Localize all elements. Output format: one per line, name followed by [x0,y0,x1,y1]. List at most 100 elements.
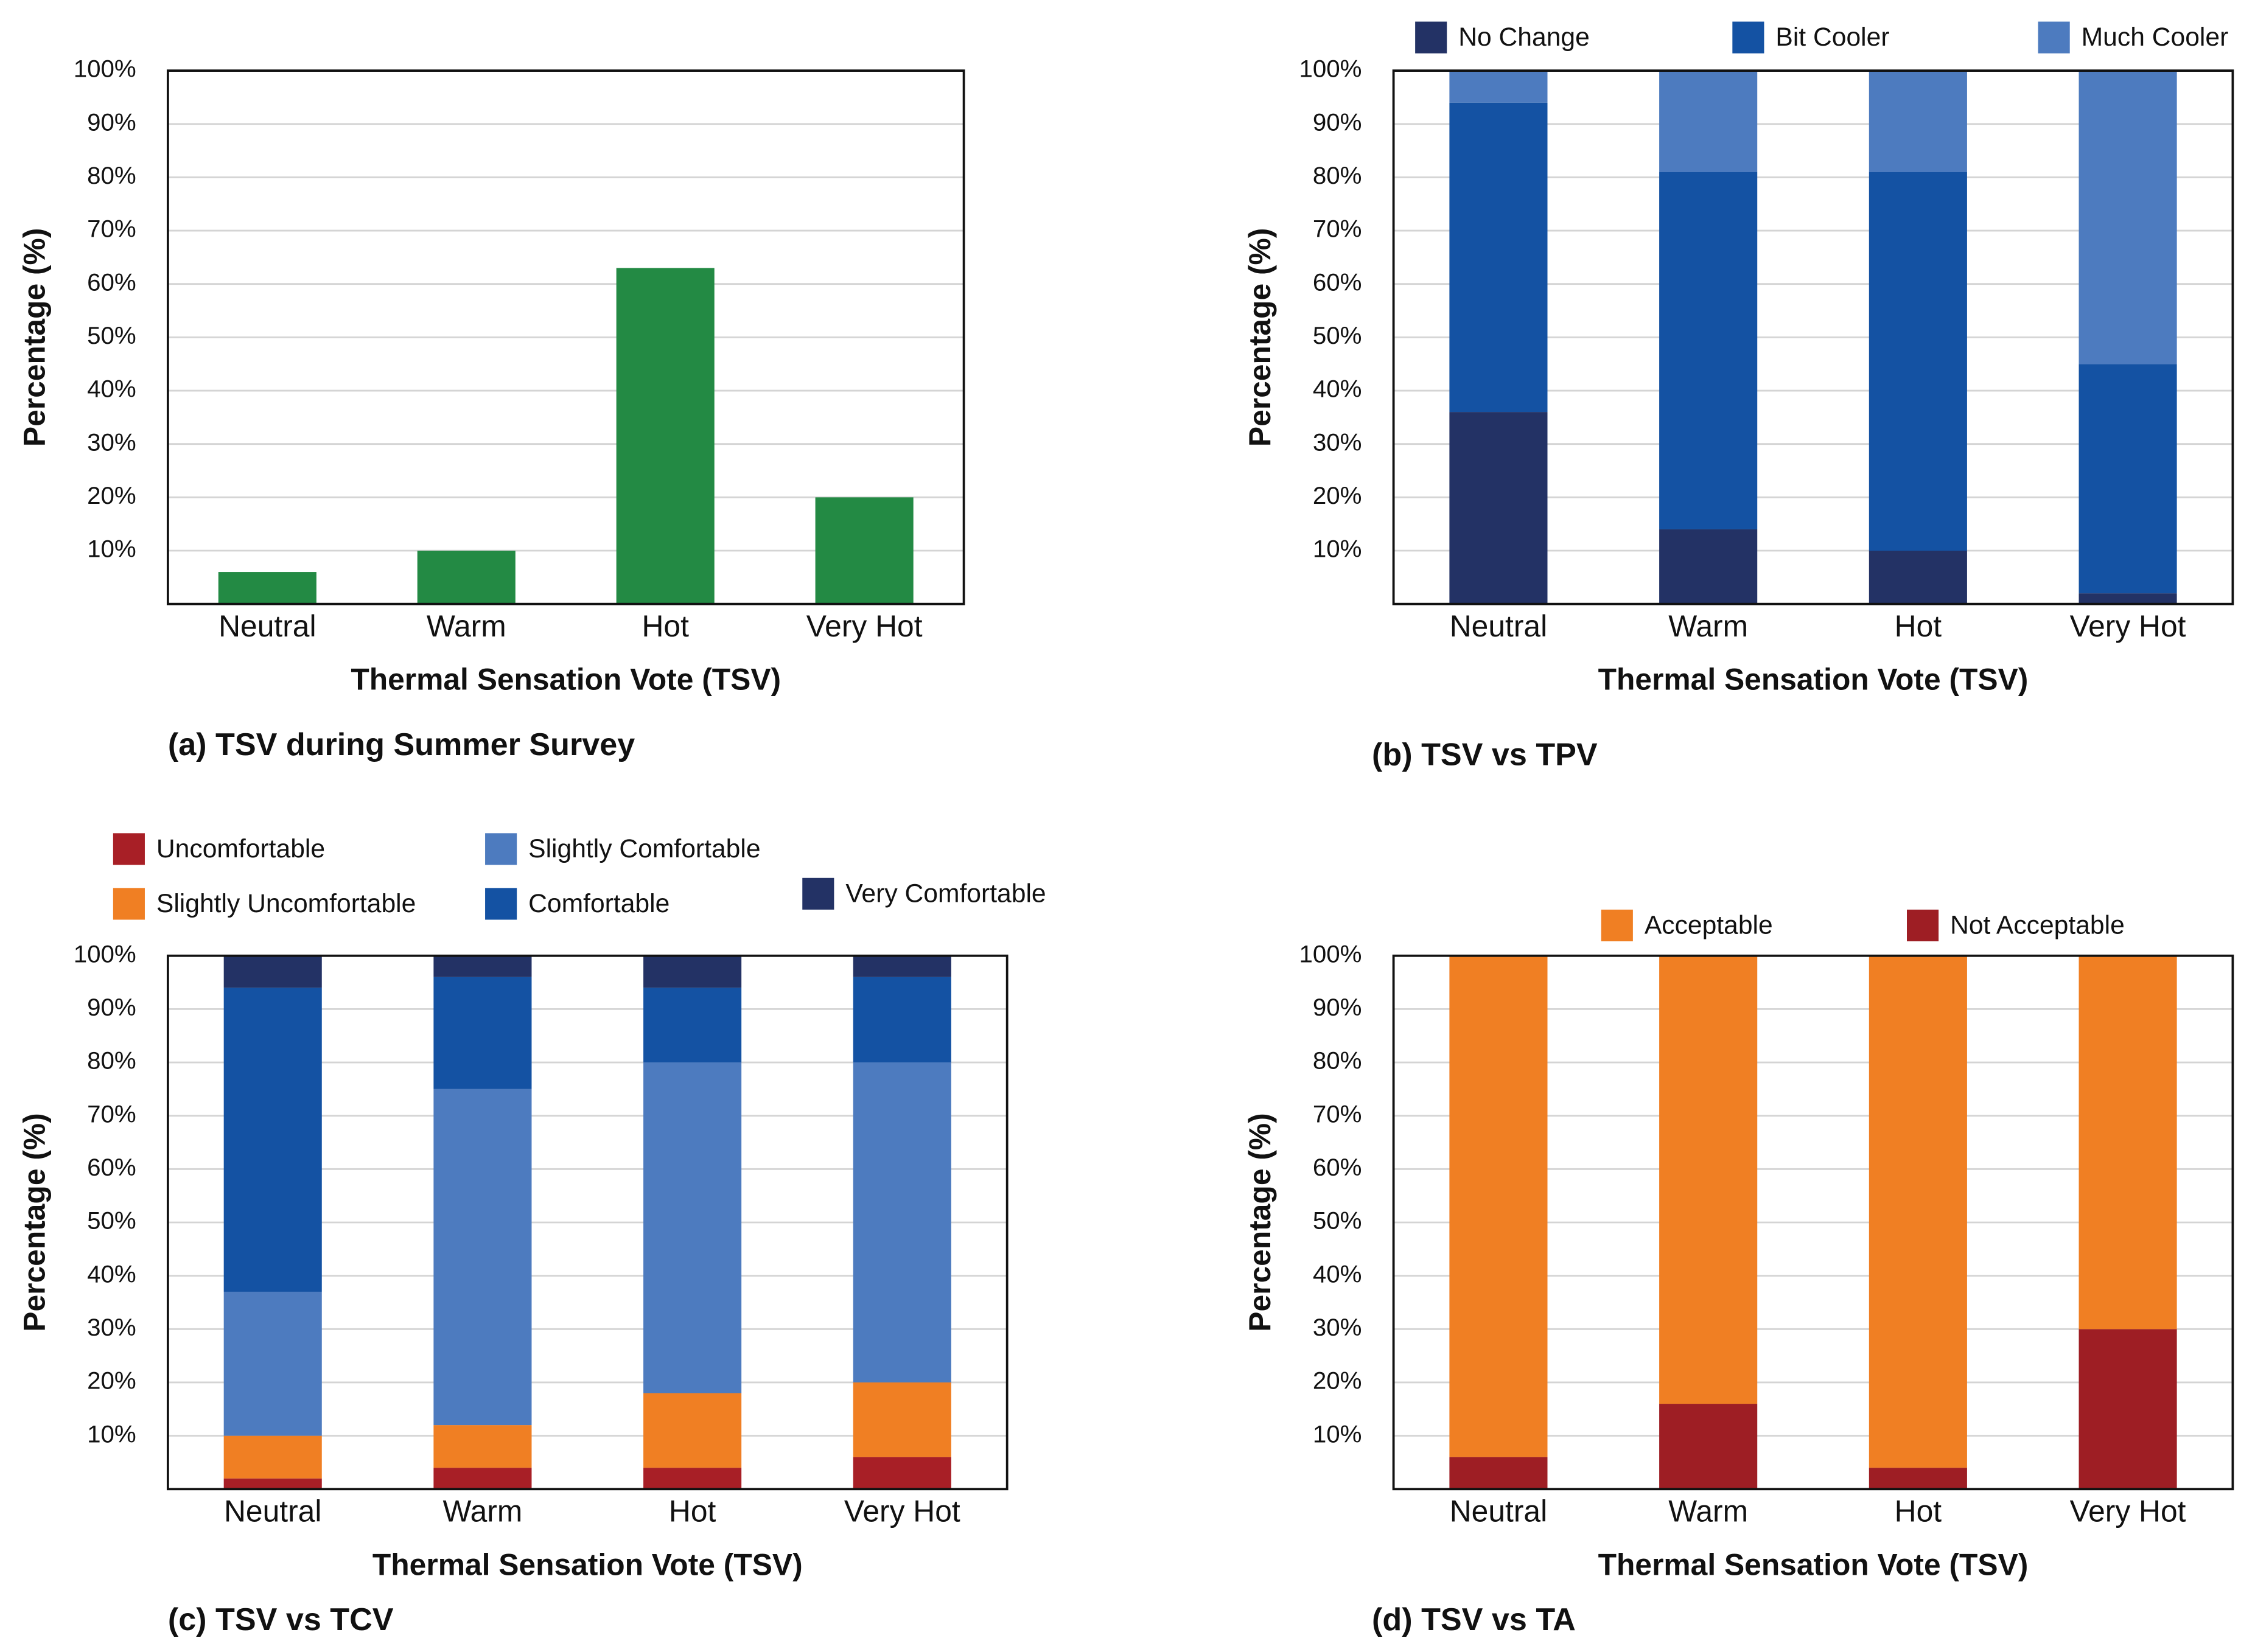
x-tick-label: Hot [1895,609,1942,643]
x-tick-label: Neutral [1450,1494,1547,1528]
y-tick-label: 40% [1313,375,1362,403]
bar-segment [853,1382,951,1457]
legend-label: Slightly Comfortable [528,834,760,863]
x-axis-label: Thermal Sensation Vote (TSV) [1598,663,2029,697]
chart-title: (d) TSV vs TA [1372,1602,1576,1637]
bar-segment [1659,172,1758,529]
y-tick-label: 70% [1313,215,1362,243]
bar [616,268,715,604]
bar-segment [223,1435,322,1479]
x-axis-label: Thermal Sensation Vote (TSV) [372,1547,803,1581]
legend-label: Bit Cooler [1775,23,1889,52]
legend-label: Uncomfortable [156,834,325,863]
bar-segment [2078,955,2177,1330]
y-tick-label: 20% [1313,1367,1362,1395]
legend-swatch [113,888,145,920]
y-axis-label: Percentage (%) [17,228,51,447]
bar-segment [1449,1457,1548,1490]
bar-segment [1869,955,1967,1468]
y-tick-label: 80% [87,162,136,189]
y-tick-label: 100% [74,55,136,83]
legend-swatch [1732,21,1764,54]
y-tick-label: 90% [1313,108,1362,136]
legend-label: Comfortable [528,889,670,918]
y-tick-label: 50% [87,322,136,349]
y-tick-label: 80% [1313,162,1362,189]
bar-segment [1869,1468,1967,1490]
y-tick-label: 50% [1313,1207,1362,1235]
x-tick-label: Warm [1668,1494,1748,1528]
y-tick-label: 60% [87,268,136,296]
y-tick-label: 50% [87,1207,136,1235]
y-tick-label: 100% [1299,55,1362,83]
y-tick-label: 10% [1313,535,1362,563]
chart-title: (b) TSV vs TPV [1372,737,1598,773]
y-tick-label: 100% [1299,940,1362,967]
y-tick-label: 100% [74,940,136,967]
bar-segment [1869,172,1967,551]
bar-segment [643,955,742,988]
x-tick-label: Warm [443,1494,523,1528]
bar-segment [1449,102,1548,413]
bar [417,551,516,604]
y-tick-label: 80% [1313,1047,1362,1075]
legend-swatch [485,888,517,920]
x-tick-label: Very Hot [806,609,923,643]
legend-label: Very Comfortable [845,879,1046,908]
legend-swatch [802,877,834,910]
x-axis-label: Thermal Sensation Vote (TSV) [1598,1547,2029,1581]
y-tick-label: 30% [87,1314,136,1341]
bar-segment [223,955,322,988]
bar-segment [2078,1329,2177,1490]
legend-label: Acceptable [1645,911,1773,940]
y-tick-label: 60% [1313,268,1362,296]
bar-segment [433,1089,532,1426]
y-tick-label: 50% [1313,322,1362,349]
y-tick-label: 80% [87,1047,136,1075]
bar-segment [223,1478,322,1490]
bar-segment [1449,412,1548,604]
legend-swatch [1601,909,1633,942]
bar-segment [643,988,742,1063]
bar-segment [2078,71,2177,364]
y-tick-label: 30% [1313,428,1362,456]
y-tick-label: 10% [87,1420,136,1448]
x-tick-label: Neutral [224,1494,321,1528]
plot-frame [1392,69,2234,605]
y-tick-label: 70% [87,1100,136,1127]
chart-title: (c) TSV vs TCV [168,1602,394,1637]
y-tick-label: 30% [87,428,136,456]
x-axis-label: Thermal Sensation Vote (TSV) [351,663,781,697]
y-tick-label: 30% [1313,1314,1362,1341]
bar-segment [223,988,322,1292]
y-axis-label: Percentage (%) [1243,1113,1277,1331]
bar-segment [1659,955,1758,1404]
y-axis-label: Percentage (%) [1243,228,1277,447]
legend-swatch [113,833,145,865]
legend-label: No Change [1458,23,1590,52]
x-tick-label: Very Hot [2070,609,2186,643]
y-tick-label: 70% [1313,1100,1362,1127]
y-tick-label: 90% [1313,994,1362,1021]
bar-segment [643,1393,742,1468]
y-tick-label: 10% [1313,1420,1362,1448]
plot-frame [1392,954,2234,1491]
y-tick-label: 90% [87,108,136,136]
x-tick-label: Very Hot [844,1494,960,1528]
chart-title: (a) TSV during Summer Survey [168,727,635,762]
bar-segment [853,1457,951,1490]
x-tick-label: Warm [427,609,506,643]
bar-segment [433,955,532,977]
bar-segment [1869,551,1967,604]
y-tick-label: 20% [87,1367,136,1395]
bar [218,572,316,604]
bar-segment [433,1425,532,1468]
bar [815,497,914,604]
y-tick-label: 10% [87,535,136,563]
bar-segment [853,977,951,1063]
legend-label: Much Cooler [2082,23,2229,52]
y-tick-label: 20% [1313,482,1362,509]
plot-frame [166,69,965,605]
bar-segment [853,1062,951,1382]
